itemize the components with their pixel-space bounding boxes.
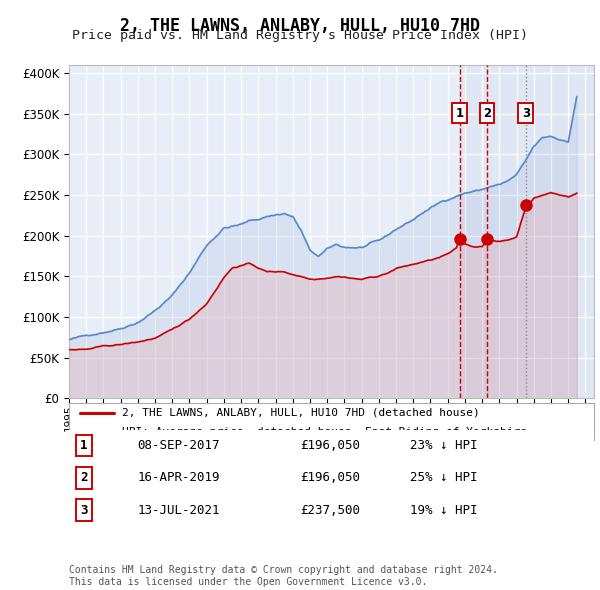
Text: 3: 3 [80, 504, 88, 517]
Text: 08-SEP-2017: 08-SEP-2017 [137, 439, 220, 452]
Text: 2, THE LAWNS, ANLABY, HULL, HU10 7HD (detached house): 2, THE LAWNS, ANLABY, HULL, HU10 7HD (de… [121, 408, 479, 418]
Bar [460, 65, 594, 398]
Text: Contains HM Land Registry data © Crown copyright and database right 2024.
This d: Contains HM Land Registry data © Crown c… [69, 565, 498, 587]
Text: 25% ↓ HPI: 25% ↓ HPI [410, 471, 478, 484]
Text: £196,050: £196,050 [300, 471, 360, 484]
Text: 1: 1 [455, 107, 464, 120]
Text: 13-JUL-2021: 13-JUL-2021 [137, 504, 220, 517]
Text: HPI: Average price, detached house, East Riding of Yorkshire: HPI: Average price, detached house, East… [121, 427, 527, 437]
Text: 1: 1 [80, 439, 88, 452]
Text: £196,050: £196,050 [300, 439, 360, 452]
Text: 16-APR-2019: 16-APR-2019 [137, 471, 220, 484]
Text: 2: 2 [483, 107, 491, 120]
Text: Price paid vs. HM Land Registry's House Price Index (HPI): Price paid vs. HM Land Registry's House … [72, 29, 528, 42]
Text: 19% ↓ HPI: 19% ↓ HPI [410, 504, 478, 517]
Text: 23% ↓ HPI: 23% ↓ HPI [410, 439, 478, 452]
Text: 2: 2 [80, 471, 88, 484]
Text: £237,500: £237,500 [300, 504, 360, 517]
Text: 2, THE LAWNS, ANLABY, HULL, HU10 7HD: 2, THE LAWNS, ANLABY, HULL, HU10 7HD [120, 17, 480, 35]
Text: 3: 3 [522, 107, 530, 120]
